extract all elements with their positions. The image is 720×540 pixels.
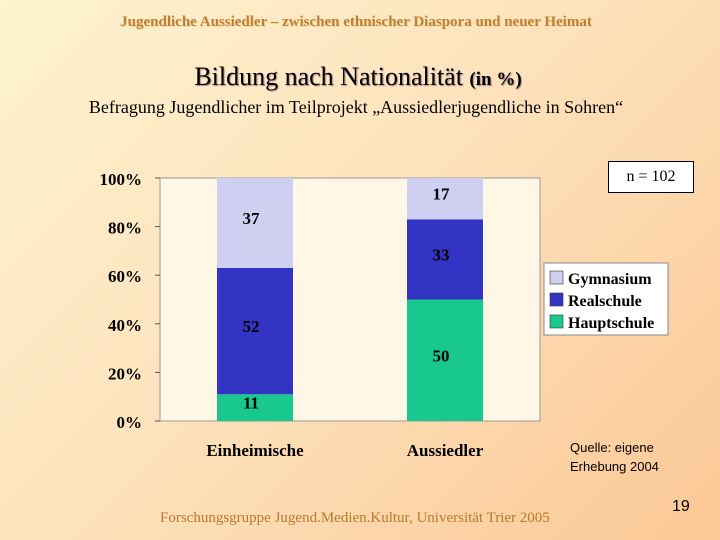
- y-tick-label: 0%: [117, 413, 143, 432]
- source-line-1: Quelle: eigene: [570, 440, 654, 455]
- bar-segment-realschule: [217, 267, 293, 395]
- legend-label-realschule: Realschule: [568, 293, 642, 310]
- legend-label-gymnasium: Gymnasium: [568, 271, 652, 288]
- title-unit: (in %): [469, 69, 522, 90]
- legend-box: [543, 262, 669, 336]
- bar-segment-gymnasium: [217, 178, 293, 268]
- presentation-header: Jugendliche Aussiedler – zwischen ethnis…: [120, 14, 592, 30]
- legend-swatch-hauptschule: [549, 314, 564, 329]
- source-note: Quelle: eigene Erhebung 2004: [570, 438, 710, 476]
- y-tick-label: 80%: [108, 219, 142, 238]
- y-tick-label: 60%: [108, 267, 142, 286]
- x-tick-label: Einheimische: [206, 441, 304, 460]
- footer-credit: Forschungsgruppe Jugend.Medien.Kultur, U…: [160, 510, 550, 526]
- bar-segment-gymnasium: [407, 178, 483, 220]
- data-label: 17: [433, 185, 451, 204]
- bar-segment-hauptschule: [407, 299, 483, 421]
- slide-subtitle: Befragung Jugendlicher im Teilprojekt „A…: [88, 97, 624, 117]
- page-number: 19: [672, 498, 690, 515]
- data-label: 37: [243, 209, 261, 228]
- y-tick-label: 100%: [100, 170, 143, 189]
- x-tick-label: Aussiedler: [407, 441, 484, 460]
- data-label: 52: [243, 317, 260, 336]
- y-tick-label: 40%: [108, 316, 142, 335]
- data-label: 50: [433, 346, 450, 365]
- legend-swatch-realschule: [549, 292, 564, 307]
- bar-segment-hauptschule: [217, 394, 293, 421]
- legend-label-hauptschule: Hauptschule: [568, 315, 654, 332]
- source-line-2: Erhebung 2004: [570, 459, 659, 474]
- legend-swatch-gymnasium: [549, 270, 564, 285]
- slide-title: Bildung nach Nationalität (in %): [0, 62, 716, 92]
- bar-segment-realschule: [407, 219, 483, 300]
- data-label: 33: [433, 245, 450, 264]
- y-tick-label: 20%: [108, 364, 142, 383]
- sample-size-box: n = 102: [608, 161, 694, 193]
- title-text: Bildung nach Nationalität: [194, 62, 463, 91]
- data-label: 11: [243, 394, 259, 413]
